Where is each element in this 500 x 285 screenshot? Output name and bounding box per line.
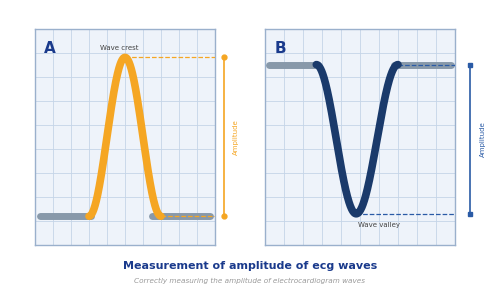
Text: A: A — [44, 40, 56, 56]
Text: Wave crest: Wave crest — [100, 45, 139, 51]
Text: Amplitude: Amplitude — [480, 121, 486, 157]
Text: Measurement of amplitude of ecg waves: Measurement of amplitude of ecg waves — [123, 261, 377, 271]
Text: B: B — [274, 40, 286, 56]
Text: Correctly measuring the amplitude of electrocardiogram waves: Correctly measuring the amplitude of ele… — [134, 278, 366, 284]
Text: Wave valley: Wave valley — [358, 222, 400, 228]
Text: Amplitude: Amplitude — [233, 119, 239, 155]
